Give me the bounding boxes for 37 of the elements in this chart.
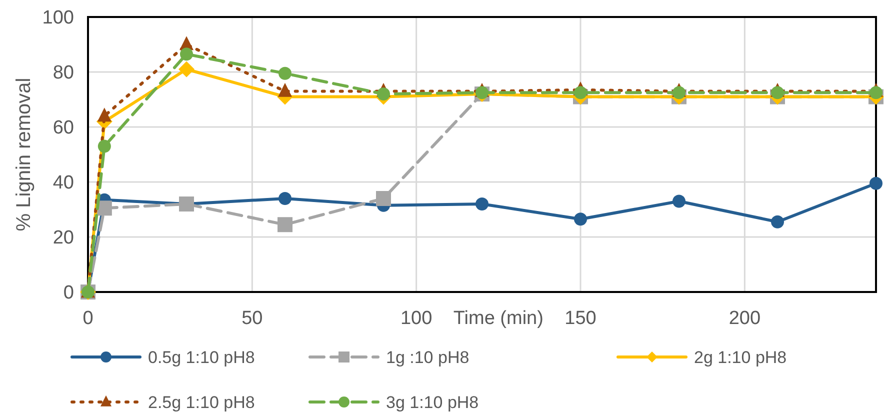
y-tick-label: 20 [52,228,74,249]
point [574,212,587,226]
point [771,215,784,228]
y-tick-label: 0 [63,282,74,304]
point [672,86,686,100]
point [178,61,194,78]
point [771,86,784,100]
point [376,191,391,206]
point [278,82,292,97]
point [98,140,111,153]
x-tick-label: 200 [728,308,761,329]
point [672,194,686,208]
y-tick-label: 40 [52,172,74,194]
point [97,108,112,122]
x-tick-label: 0 [82,308,94,329]
y-tick-label: 80 [52,62,74,84]
point [476,198,488,210]
x-tick-label: 100 [400,308,432,329]
x-tick-label: 50 [242,308,263,329]
point [180,48,193,61]
y-tick-label: 100 [42,8,74,29]
point [870,176,882,190]
legend-label: 3g 1:10 pH8 [386,392,479,412]
point [278,192,292,205]
x-axis-title: Time (min) [453,308,544,329]
legend-label: 2g 1:10 pH8 [694,348,787,367]
y-tick-label: 60 [52,118,74,139]
legend-label: 1g :10 pH8 [386,348,470,367]
y-axis-title: % Lignin removal [13,78,35,232]
legend-label: 0.5g 1:10 pH8 [148,348,255,367]
legend-label: 2.5g 1:10 pH8 [148,392,255,412]
point [574,86,587,100]
x-tick-label: 150 [564,308,596,329]
point [278,66,292,80]
point [278,217,292,232]
point [870,86,882,100]
point [377,88,390,100]
